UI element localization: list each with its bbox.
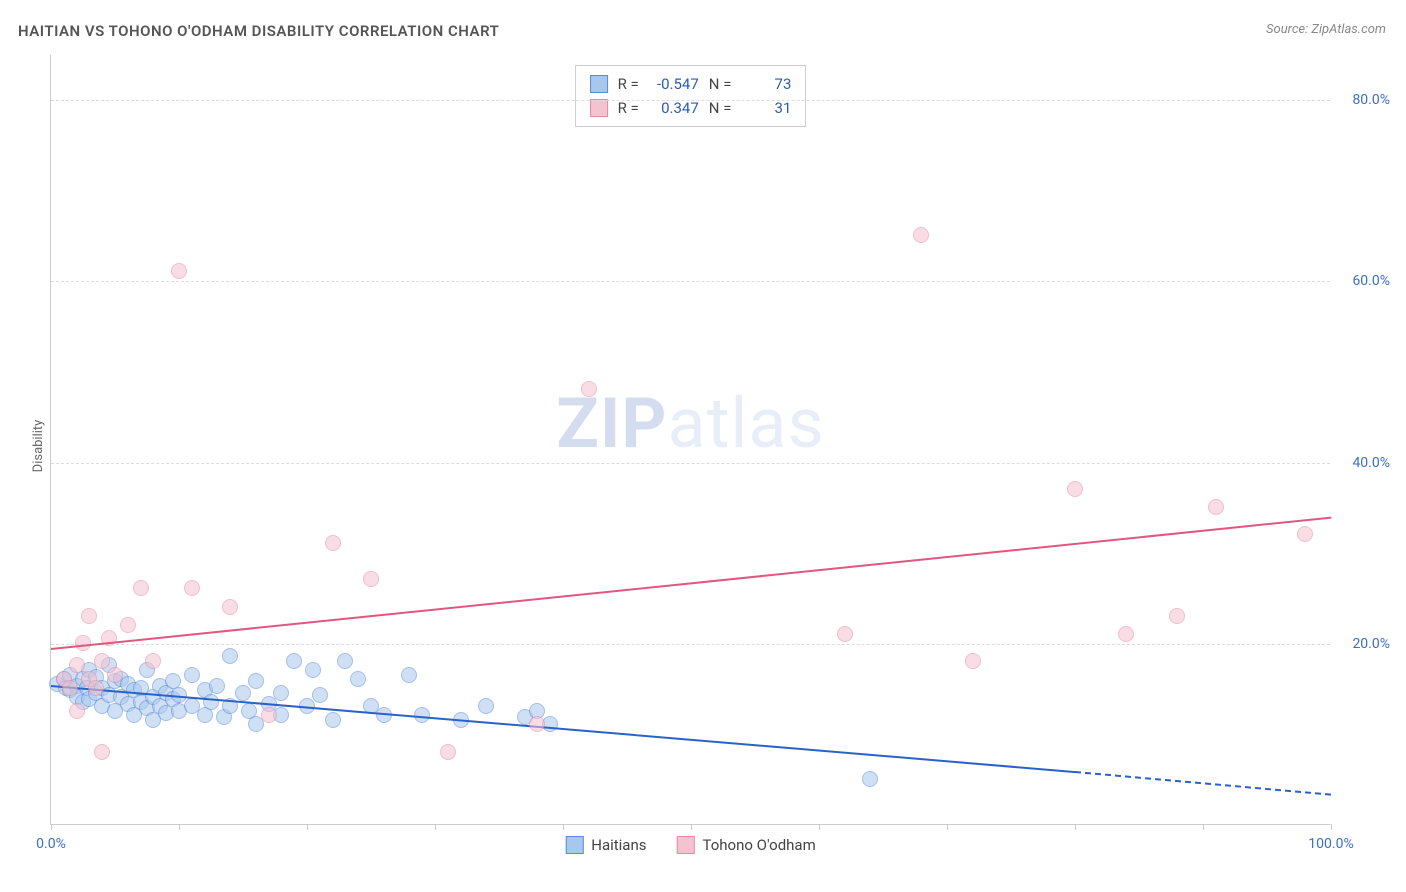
legend-label-haitians: Haitians	[591, 836, 646, 854]
data-point	[401, 667, 417, 683]
stat-n-value: 73	[741, 72, 791, 96]
data-point	[222, 648, 238, 664]
data-point	[337, 653, 353, 669]
data-point	[145, 653, 161, 669]
swatch-haitians	[590, 75, 608, 93]
data-point	[529, 716, 545, 732]
stat-r-label: R =	[618, 72, 639, 96]
y-tick-label: 20.0%	[1352, 636, 1390, 652]
data-point	[305, 662, 321, 678]
data-point	[325, 712, 341, 728]
data-point	[363, 571, 379, 587]
data-point	[184, 667, 200, 683]
data-point	[1067, 481, 1083, 497]
legend-label-tohono: Tohono O'odham	[703, 836, 816, 854]
data-point	[94, 744, 110, 760]
x-tick-label: 100.0%	[1308, 836, 1353, 852]
data-point	[107, 667, 123, 683]
source-credit: Source: ZipAtlas.com	[1266, 22, 1386, 37]
legend-item-haitians: Haitians	[565, 836, 646, 854]
x-tick	[691, 824, 692, 830]
data-point	[312, 687, 328, 703]
swatch-tohono	[590, 99, 608, 117]
data-point	[478, 698, 494, 714]
data-point	[120, 617, 136, 633]
data-point	[69, 657, 85, 673]
y-tick-label: 80.0%	[1352, 92, 1390, 108]
x-tick	[1075, 824, 1076, 830]
data-point	[81, 608, 97, 624]
data-point	[203, 694, 219, 710]
gridline	[51, 644, 1330, 645]
gridline	[51, 281, 1330, 282]
data-point	[261, 707, 277, 723]
watermark-light: atlas	[667, 383, 824, 465]
x-tick	[819, 824, 820, 830]
y-tick-label: 60.0%	[1352, 273, 1390, 289]
data-point	[88, 680, 104, 696]
stats-row-haitians: R = -0.547 N = 73	[590, 72, 792, 96]
data-point	[1118, 626, 1134, 642]
data-point	[62, 680, 78, 696]
data-point	[1169, 608, 1185, 624]
stats-legend-box: R = -0.547 N = 73 R = 0.347 N = 31	[575, 65, 807, 127]
chart-title: HAITIAN VS TOHONO O'ODHAM DISABILITY COR…	[18, 22, 499, 40]
watermark: ZIPatlas	[556, 383, 824, 465]
x-tick-label: 0.0%	[36, 836, 66, 852]
data-point	[248, 673, 264, 689]
data-point	[1208, 499, 1224, 515]
data-point	[94, 653, 110, 669]
data-point	[913, 227, 929, 243]
stat-r-value: -0.547	[649, 72, 699, 96]
data-point	[133, 580, 149, 596]
x-tick	[1203, 824, 1204, 830]
data-point	[325, 535, 341, 551]
scatter-plot-area: ZIPatlas R = -0.547 N = 73 R = 0.347 N =…	[50, 55, 1330, 825]
legend-swatch-haitians	[565, 836, 583, 854]
data-point	[69, 703, 85, 719]
x-tick	[947, 824, 948, 830]
data-point	[222, 599, 238, 615]
y-tick-label: 40.0%	[1352, 455, 1390, 471]
watermark-bold: ZIP	[556, 383, 667, 465]
x-tick	[51, 824, 52, 830]
data-point	[235, 685, 251, 701]
y-axis-label: Disability	[31, 420, 46, 473]
legend-swatch-tohono	[677, 836, 695, 854]
data-point	[273, 685, 289, 701]
data-point	[171, 263, 187, 279]
data-point	[350, 671, 366, 687]
x-tick	[563, 824, 564, 830]
data-point	[965, 653, 981, 669]
stat-n-label: N =	[709, 72, 732, 96]
gridline	[51, 100, 1330, 101]
data-point	[286, 653, 302, 669]
data-point	[184, 580, 200, 596]
x-tick	[435, 824, 436, 830]
trend-line	[51, 517, 1331, 650]
x-tick	[179, 824, 180, 830]
data-point	[75, 635, 91, 651]
x-tick	[1331, 824, 1332, 830]
data-point	[440, 744, 456, 760]
data-point	[862, 771, 878, 787]
data-point	[1297, 526, 1313, 542]
data-point	[581, 381, 597, 397]
gridline	[51, 463, 1330, 464]
legend-item-tohono: Tohono O'odham	[677, 836, 816, 854]
trend-line	[51, 685, 1075, 773]
trend-line-extrapolated	[1075, 771, 1331, 796]
series-legend: Haitians Tohono O'odham	[565, 836, 816, 854]
data-point	[209, 678, 225, 694]
x-tick	[307, 824, 308, 830]
data-point	[837, 626, 853, 642]
